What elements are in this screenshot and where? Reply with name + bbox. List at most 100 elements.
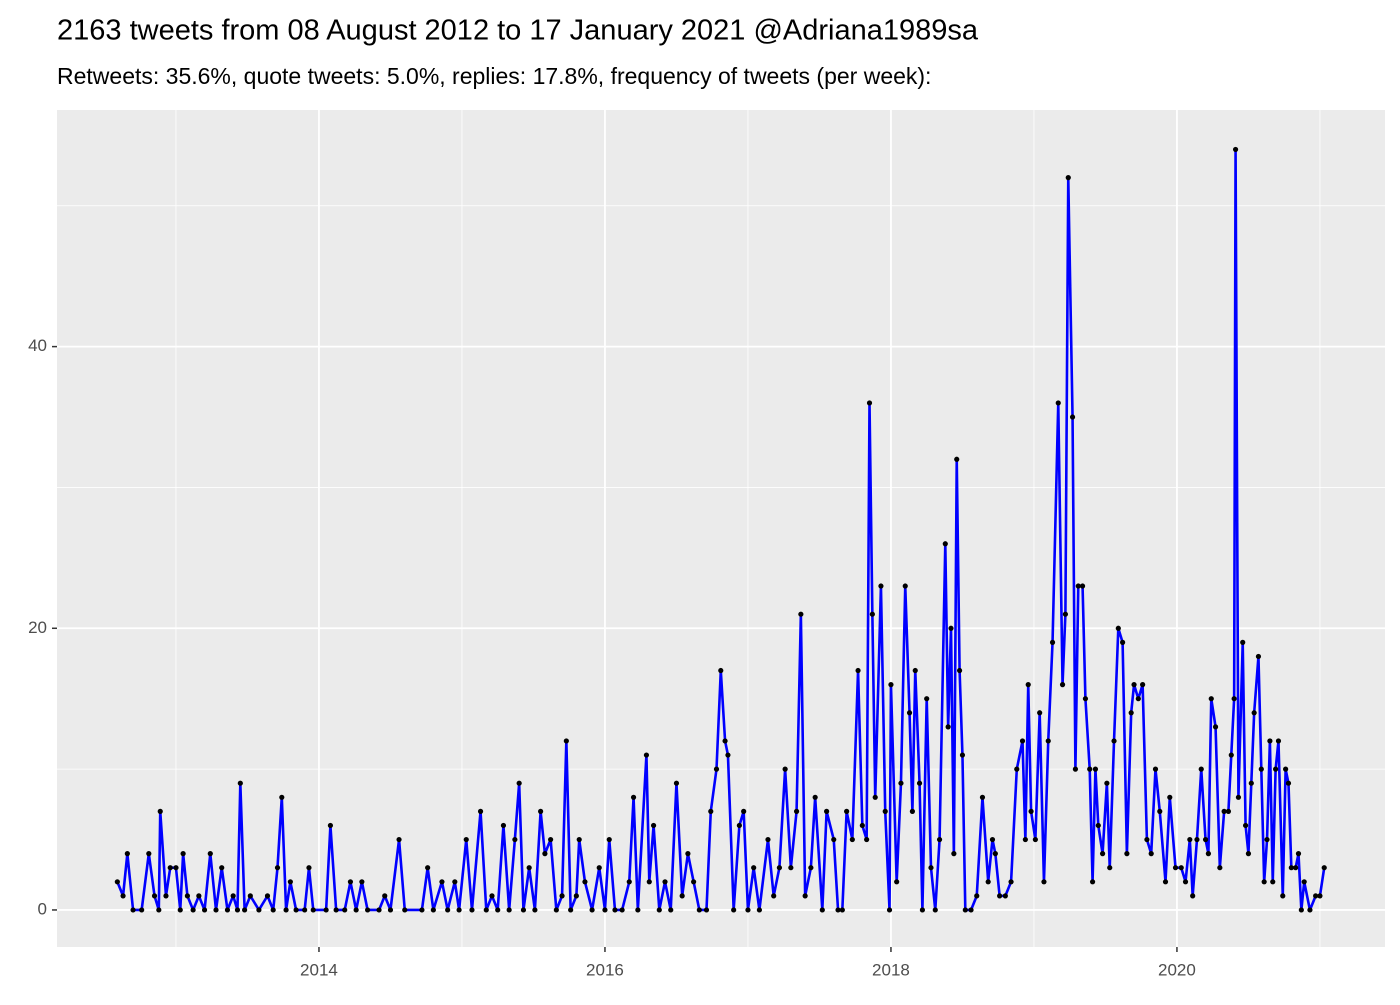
- point: [985, 879, 991, 885]
- point: [1135, 696, 1141, 702]
- point: [1295, 851, 1302, 857]
- point: [364, 907, 371, 913]
- point: [1267, 738, 1273, 744]
- point: [1225, 808, 1232, 814]
- point: [945, 724, 951, 730]
- point: [894, 879, 900, 885]
- point: [425, 865, 431, 871]
- point: [956, 667, 963, 674]
- point: [776, 865, 783, 871]
- point: [1270, 879, 1276, 885]
- point: [1313, 893, 1319, 899]
- point: [1075, 583, 1081, 589]
- point: [156, 907, 162, 913]
- point: [1245, 851, 1252, 857]
- point: [526, 865, 532, 871]
- point: [512, 836, 518, 843]
- point: [1089, 879, 1096, 885]
- point: [878, 583, 884, 589]
- point: [563, 738, 569, 744]
- point: [708, 808, 714, 814]
- point: [1317, 893, 1323, 899]
- point: [1111, 738, 1117, 744]
- point: [1205, 851, 1212, 857]
- point: [234, 907, 241, 913]
- point: [662, 879, 668, 885]
- point: [1079, 583, 1086, 589]
- point: [452, 879, 458, 885]
- point: [196, 893, 202, 899]
- point: [1152, 766, 1159, 772]
- point: [157, 808, 163, 814]
- point: [302, 907, 308, 913]
- point: [703, 907, 710, 913]
- point: [224, 907, 231, 913]
- point: [839, 907, 845, 913]
- point: [477, 808, 484, 814]
- point: [483, 907, 489, 913]
- point: [824, 808, 830, 814]
- point: [333, 907, 339, 913]
- point: [538, 808, 544, 814]
- point: [1187, 836, 1193, 843]
- point: [1283, 766, 1289, 772]
- point: [180, 851, 186, 857]
- point: [1025, 682, 1031, 688]
- point: [997, 893, 1003, 899]
- point: [1208, 696, 1214, 702]
- point: [696, 907, 702, 913]
- point: [463, 836, 469, 843]
- point: [184, 893, 191, 899]
- point: [353, 907, 359, 913]
- point: [1264, 836, 1270, 843]
- point: [951, 851, 957, 857]
- point: [1140, 682, 1146, 688]
- y-tick-label: 0: [38, 899, 47, 918]
- point: [1062, 611, 1069, 617]
- point: [679, 893, 685, 899]
- point: [722, 738, 728, 744]
- point: [1190, 893, 1196, 899]
- point: [872, 794, 878, 800]
- point: [151, 893, 158, 899]
- point: [230, 893, 236, 899]
- point: [959, 752, 966, 758]
- point: [602, 907, 608, 913]
- point: [293, 907, 299, 913]
- point: [445, 907, 451, 913]
- point: [909, 808, 915, 814]
- point: [691, 879, 697, 885]
- x-tick-label: 2014: [300, 960, 338, 979]
- plot-panel: [57, 110, 1385, 947]
- point: [1059, 682, 1066, 688]
- point: [1293, 865, 1299, 871]
- chart-subtitle: Retweets: 35.6%, quote tweets: 5.0%, rep…: [57, 63, 931, 89]
- point: [506, 907, 512, 913]
- point: [342, 907, 348, 913]
- point: [643, 752, 650, 758]
- point: [1037, 710, 1043, 716]
- point: [582, 879, 588, 885]
- point: [835, 907, 841, 913]
- point: [1280, 893, 1286, 899]
- point: [279, 794, 285, 800]
- point: [612, 907, 618, 913]
- point: [256, 907, 262, 913]
- point: [1095, 822, 1101, 829]
- point: [1092, 766, 1099, 772]
- point: [1087, 766, 1093, 772]
- point: [713, 766, 720, 772]
- x-tick-label: 2020: [1158, 960, 1196, 979]
- point: [932, 907, 938, 913]
- point: [190, 907, 196, 913]
- point: [1045, 738, 1051, 744]
- point: [798, 611, 804, 617]
- point: [1055, 400, 1061, 406]
- point: [402, 907, 408, 913]
- point: [731, 907, 737, 913]
- point: [387, 907, 394, 913]
- x-tick-label: 2018: [872, 960, 910, 979]
- point: [1157, 808, 1163, 814]
- point: [1275, 738, 1282, 744]
